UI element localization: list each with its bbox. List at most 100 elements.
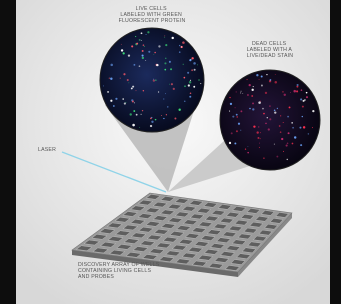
cell-dot	[261, 75, 263, 77]
cell-dot	[280, 131, 282, 133]
cell-dot	[262, 108, 264, 110]
cell-dot	[147, 31, 149, 33]
cell-dot	[287, 116, 289, 118]
cell-dot	[123, 52, 125, 54]
cell-dot	[247, 152, 249, 154]
cell-dot	[189, 96, 191, 98]
cell-dot	[253, 86, 254, 87]
cell-dot	[142, 57, 144, 59]
cell-dot	[308, 133, 309, 134]
cell-dot	[190, 92, 192, 94]
cell-dot	[235, 107, 236, 108]
cell-dot	[154, 52, 156, 54]
cell-dot	[281, 138, 283, 140]
cell-dot	[169, 61, 171, 63]
cell-dot	[274, 109, 276, 111]
cell-dot	[139, 39, 141, 41]
cell-dot	[189, 81, 192, 84]
cell-dot	[120, 78, 121, 79]
cell-dot	[229, 97, 230, 98]
cell-dot	[122, 98, 124, 100]
cell-dot	[158, 91, 159, 92]
cell-dot	[155, 79, 157, 81]
cell-dot	[266, 74, 267, 75]
cell-dot	[142, 55, 144, 57]
cell-dot	[292, 127, 294, 129]
cell-dot	[245, 148, 246, 149]
cell-dot	[151, 121, 153, 123]
cell-dot	[282, 91, 283, 92]
cell-dot	[141, 114, 142, 115]
cell-dot	[287, 143, 289, 145]
cell-dot	[184, 85, 186, 87]
cell-dot	[153, 54, 154, 55]
cell-dot	[143, 44, 145, 46]
cell-dot	[236, 130, 238, 132]
dead-cells-label: DEAD CELLS LABELED WITH A LIVE/DEAD STAI…	[247, 41, 294, 59]
cell-dot	[289, 106, 291, 108]
cell-dot	[300, 98, 302, 100]
cell-dot	[300, 144, 302, 146]
cell-dot	[146, 34, 147, 35]
cell-dot	[252, 102, 254, 104]
cell-dot	[130, 113, 132, 115]
cell-dot	[132, 86, 134, 88]
cell-dot	[133, 64, 135, 66]
cell-dot	[234, 142, 236, 144]
cell-dot	[252, 108, 254, 110]
cell-dot	[276, 156, 278, 158]
cell-dot	[299, 127, 301, 129]
cell-dot	[139, 127, 140, 128]
cell-dot	[265, 92, 267, 94]
cell-dot	[279, 125, 281, 127]
cell-dot	[123, 73, 125, 75]
cell-dot	[144, 46, 145, 47]
cell-dot	[238, 123, 240, 125]
cell-dot	[193, 62, 196, 65]
cell-dot	[259, 147, 260, 148]
cell-dot	[132, 101, 134, 103]
cell-dot	[231, 132, 233, 134]
cell-dot	[131, 45, 133, 47]
cell-dot	[304, 99, 306, 101]
cell-dot	[179, 45, 180, 46]
cell-dot	[236, 116, 237, 117]
cell-dot	[240, 110, 242, 112]
cell-dot	[110, 64, 113, 67]
cell-dot	[249, 108, 251, 110]
cell-dot	[302, 116, 303, 117]
cell-dot	[261, 85, 263, 87]
cell-dot	[257, 137, 259, 139]
cell-dot	[103, 85, 104, 86]
laser-label: LASER	[38, 147, 56, 153]
cell-dot	[164, 35, 165, 36]
cell-dot	[150, 117, 152, 119]
cell-dot	[259, 143, 260, 144]
cell-dot	[110, 100, 112, 102]
label-line: LIVE/DEAD STAIN	[247, 53, 293, 59]
cell-dot	[293, 90, 296, 93]
cell-dot	[270, 79, 272, 81]
cell-dot	[143, 90, 144, 91]
cell-dot	[121, 49, 123, 51]
cell-dot	[142, 50, 144, 52]
cell-dot	[194, 69, 196, 71]
cell-dot	[169, 84, 170, 85]
cell-dot	[161, 115, 162, 116]
cell-dot	[115, 98, 117, 100]
cell-dot	[277, 108, 278, 109]
cell-dot	[141, 32, 143, 34]
cell-dot	[167, 106, 168, 107]
label-line: AND PROBES	[78, 274, 114, 280]
cell-dot	[136, 43, 138, 45]
cell-dot	[274, 111, 276, 113]
label-line: LASER	[38, 147, 56, 153]
cell-dot	[191, 57, 193, 59]
cell-dot	[171, 83, 173, 85]
cell-dot	[291, 122, 293, 124]
cell-dot	[131, 87, 133, 89]
cell-dot	[312, 127, 313, 128]
cell-dot	[251, 89, 253, 91]
cell-dot	[165, 93, 166, 94]
cell-dot	[301, 89, 303, 91]
